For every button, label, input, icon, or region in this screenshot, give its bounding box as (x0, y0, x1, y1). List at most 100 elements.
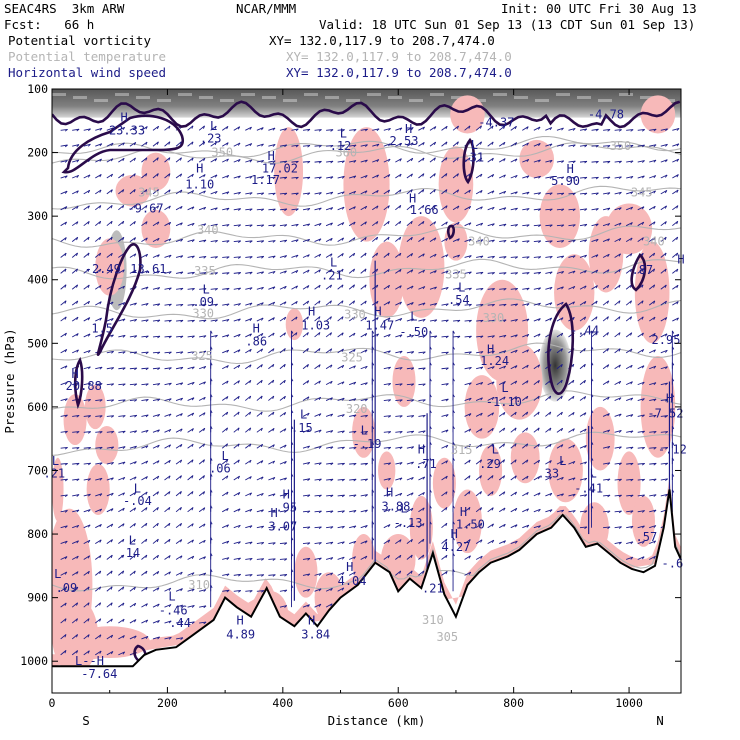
wind-vector (649, 128, 657, 131)
wind-vector (60, 160, 68, 163)
wind-vector (395, 252, 402, 258)
wind-vector-head (87, 236, 90, 241)
wind-vector-head (549, 176, 553, 179)
wind-vector (222, 158, 229, 163)
wind-vector-head (538, 287, 541, 291)
wind-vector (164, 413, 172, 417)
theta-contour-label: 335 (194, 264, 216, 278)
wind-vector (302, 412, 310, 417)
wind-vector (245, 557, 253, 560)
wind-vector (349, 494, 357, 497)
wind-vector (325, 222, 333, 227)
wind-vector (418, 383, 426, 386)
wind-vector (602, 238, 610, 243)
wind-vector (129, 461, 137, 465)
wind-vector-head (572, 396, 575, 400)
wind-vector-head (387, 524, 391, 528)
wind-vector-head (480, 239, 484, 243)
wind-vector-head (318, 238, 322, 242)
wind-vector-head (664, 333, 668, 337)
wind-vector (441, 367, 449, 370)
wind-vector-head (411, 477, 414, 481)
wind-vector-head (87, 524, 91, 528)
wind-vector (198, 443, 205, 449)
wind-vector (83, 236, 90, 242)
wind-vector (152, 319, 160, 322)
wind-vector-head (607, 510, 611, 514)
wind-vector (498, 443, 505, 449)
wind-vector-head (226, 573, 230, 577)
wind-vector (498, 459, 505, 465)
wind-vector (129, 302, 137, 306)
wind-vector-head (561, 286, 564, 290)
field-theta-xy: XY= 132.0,117.9 to 208.7,474.0 (286, 49, 512, 64)
wind-vector-head (64, 160, 68, 163)
wind-vector-head (537, 459, 541, 464)
wind-vector-head (572, 510, 576, 513)
wind-vector-head (503, 272, 507, 275)
wind-vector (383, 493, 391, 497)
wind-vector-head (179, 491, 182, 495)
wind-vector-head (653, 398, 657, 402)
pv-extremum-label: .31 (462, 151, 484, 165)
wind-vector-head (364, 447, 368, 450)
wind-vector-head (388, 383, 391, 386)
wind-vector (279, 128, 287, 131)
wind-vector-head (584, 461, 587, 465)
wind-vector (152, 460, 160, 465)
wind-vector (72, 414, 80, 417)
pv-extremum-label: .06 (209, 462, 231, 476)
wind-vector (302, 604, 310, 608)
wind-vector (291, 223, 299, 227)
wind-vector-head (261, 256, 265, 259)
wind-vector-head (676, 236, 679, 241)
wind-vector (383, 399, 391, 401)
wind-vector-head (445, 303, 449, 307)
wind-vector (279, 526, 287, 529)
wind-vector (118, 269, 125, 274)
wind-vector-head (307, 573, 311, 577)
wind-vector (614, 380, 621, 386)
wind-vector-head (64, 650, 67, 654)
wind-vector-head (653, 175, 657, 179)
wind-vector-head (538, 143, 541, 147)
pv-shaded-region (464, 375, 500, 439)
wind-vector-head (399, 127, 403, 131)
wind-vector-head (399, 539, 402, 543)
wind-vector-head (99, 634, 102, 638)
wind-vector-head (133, 173, 136, 177)
wind-vector (568, 192, 576, 195)
wind-vector-head (445, 475, 448, 479)
wind-vector (268, 444, 275, 449)
wind-vector (106, 634, 113, 640)
wind-vector (302, 208, 310, 211)
wind-vector (499, 350, 507, 354)
wind-vector-head (422, 189, 425, 193)
wind-vector (533, 476, 541, 481)
wind-vector-head (237, 411, 240, 415)
wind-vector (106, 189, 113, 195)
wind-vector-head (641, 175, 645, 179)
wind-vector (233, 318, 241, 322)
wind-vector (556, 286, 564, 290)
wind-vector-head (630, 268, 633, 273)
wind-vector (348, 252, 355, 258)
theta-contour-line (52, 298, 681, 320)
wind-vector-head (572, 477, 576, 481)
wind-vector (556, 301, 564, 306)
wind-vector (626, 510, 634, 513)
wind-vector-head (584, 224, 588, 227)
wind-vector-head (291, 473, 294, 477)
pv-shaded-region (453, 489, 482, 554)
wind-vector (464, 238, 472, 243)
wind-vector (649, 159, 657, 163)
wind-vector-head (457, 222, 460, 226)
wind-vector-head (561, 192, 565, 196)
wind-vector (533, 348, 541, 354)
wind-vector-head (99, 586, 102, 590)
upper-pv-streak (556, 93, 570, 96)
wind-vector (441, 254, 449, 258)
wind-vector (302, 478, 310, 481)
wind-vector (510, 174, 518, 179)
wind-vector (199, 621, 207, 624)
